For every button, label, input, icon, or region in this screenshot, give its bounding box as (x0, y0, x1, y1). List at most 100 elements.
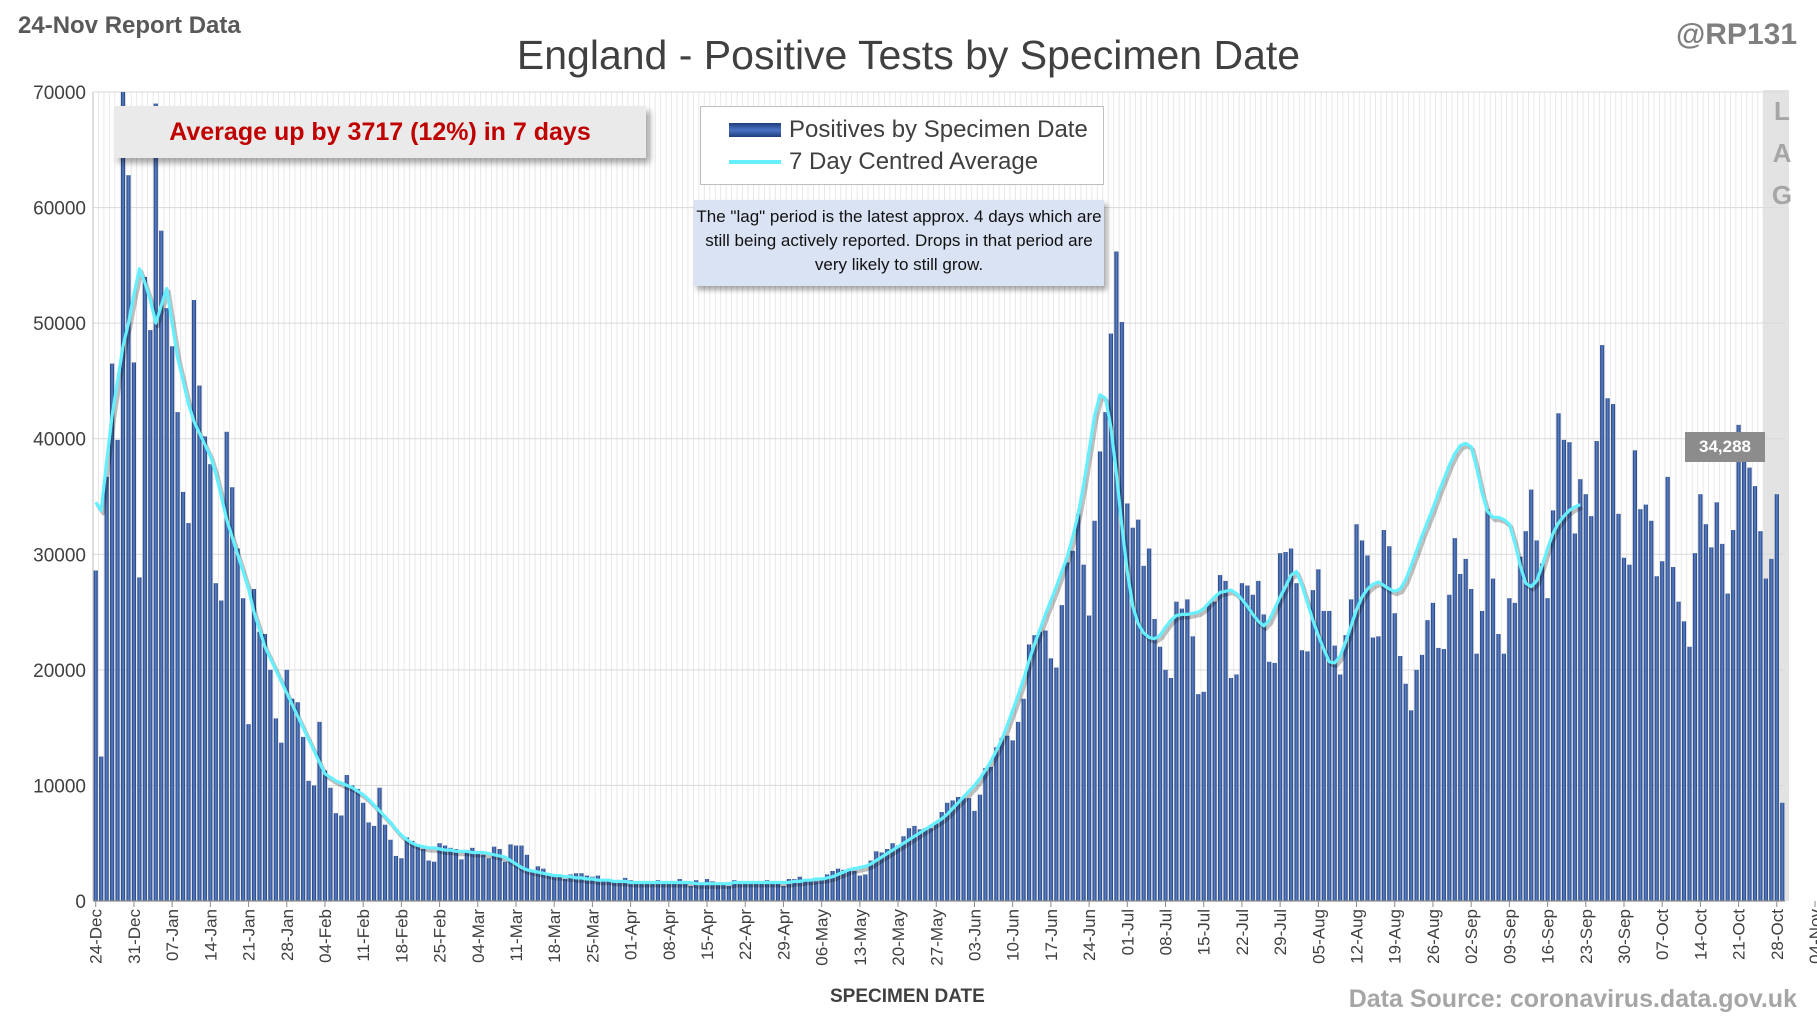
x-tick-label: 27-May (927, 909, 946, 966)
bar (508, 844, 513, 901)
bar (213, 583, 218, 901)
bar (950, 800, 955, 901)
bar (1327, 610, 1332, 901)
bar (317, 721, 322, 901)
bar (1616, 513, 1621, 901)
bar (164, 308, 169, 902)
bar (1299, 650, 1305, 901)
legend-item-line: 7 Day Centred Average (729, 147, 1038, 177)
bar (1403, 683, 1408, 901)
bar (153, 103, 158, 902)
legend-bars-label: Positives by Specimen Date (789, 116, 1088, 143)
bar (792, 879, 797, 901)
bar (492, 846, 497, 901)
bar (99, 756, 104, 901)
bar (1065, 562, 1070, 901)
bar (415, 844, 420, 901)
bar (814, 881, 819, 901)
bar (704, 879, 710, 901)
bar (1698, 494, 1703, 901)
bar (1070, 550, 1075, 901)
bars (93, 92, 1785, 902)
bar (1212, 601, 1217, 901)
x-tick-label: 22-Jul (1233, 909, 1252, 955)
bar (382, 824, 388, 901)
bar (1534, 540, 1539, 901)
bar (426, 860, 431, 901)
bar (661, 881, 666, 901)
y-tick-label: 20000 (33, 661, 86, 682)
x-tick-label: 03-Jun (965, 909, 984, 961)
bar (475, 852, 480, 901)
bar (524, 854, 529, 901)
bar (1218, 575, 1223, 901)
bar (1583, 494, 1588, 901)
bar (1398, 655, 1403, 901)
bar (1392, 613, 1397, 901)
bar (1469, 588, 1474, 901)
bar (1081, 564, 1086, 901)
x-tick-label: 04-Feb (316, 909, 335, 963)
bar (1703, 524, 1708, 901)
bar (1059, 605, 1064, 901)
bar (115, 439, 120, 901)
bar (1572, 533, 1577, 901)
bar (1605, 398, 1610, 901)
x-tick-label: 15-Jul (1195, 909, 1214, 955)
bar (1752, 486, 1758, 901)
bar (923, 828, 928, 901)
bar (1774, 494, 1779, 901)
bar (786, 879, 791, 901)
bar (694, 880, 699, 901)
x-tick-label: 26-Aug (1424, 909, 1443, 964)
bar (361, 802, 366, 901)
bar (830, 870, 835, 901)
bar (257, 631, 262, 901)
chart-title: England - Positive Tests by Specimen Dat… (516, 32, 1301, 78)
bar (1709, 547, 1714, 901)
bar (470, 847, 475, 901)
bar (934, 823, 939, 901)
bar (328, 787, 333, 901)
bar (497, 848, 502, 901)
bar (983, 768, 988, 901)
bar (726, 885, 731, 901)
report-date: 24-Nov Report Data (18, 12, 241, 39)
bar (1529, 489, 1534, 901)
x-tick-label: 17-Jun (1042, 909, 1061, 961)
bar (1114, 251, 1119, 901)
bar (268, 669, 273, 901)
x-tick-label: 18-Mar (545, 909, 564, 963)
x-axis-title: SPECIMEN DATE (830, 986, 985, 1007)
bar (606, 881, 611, 901)
x-tick-label: 14-Jan (201, 909, 220, 961)
bar (1245, 585, 1250, 901)
bar (1458, 573, 1463, 901)
bar (372, 825, 377, 901)
bar (235, 548, 240, 901)
bar (1725, 593, 1730, 901)
bar (230, 487, 235, 901)
average-line (94, 267, 1584, 889)
x-tick-label: 29-Apr (774, 909, 793, 960)
y-axis-labels: 0 10000 20000 30000 40000 50000 60000 70000 (33, 83, 86, 913)
bar (1550, 510, 1556, 901)
bar (486, 858, 491, 901)
x-tick-label: 21-Jan (240, 909, 259, 961)
bar (1687, 646, 1692, 901)
bar (737, 882, 742, 901)
bar (1021, 698, 1026, 901)
average-line-shadow (96, 269, 1584, 889)
bar (1196, 694, 1201, 901)
bar (945, 802, 950, 901)
bar (311, 785, 317, 901)
bar (366, 822, 371, 901)
bar (1288, 548, 1294, 901)
bar (623, 877, 628, 901)
bar (1125, 503, 1130, 901)
bar (781, 885, 786, 901)
bar (421, 848, 426, 901)
bar (568, 874, 573, 901)
bar (241, 598, 246, 901)
lag-letter: G (1771, 180, 1793, 210)
